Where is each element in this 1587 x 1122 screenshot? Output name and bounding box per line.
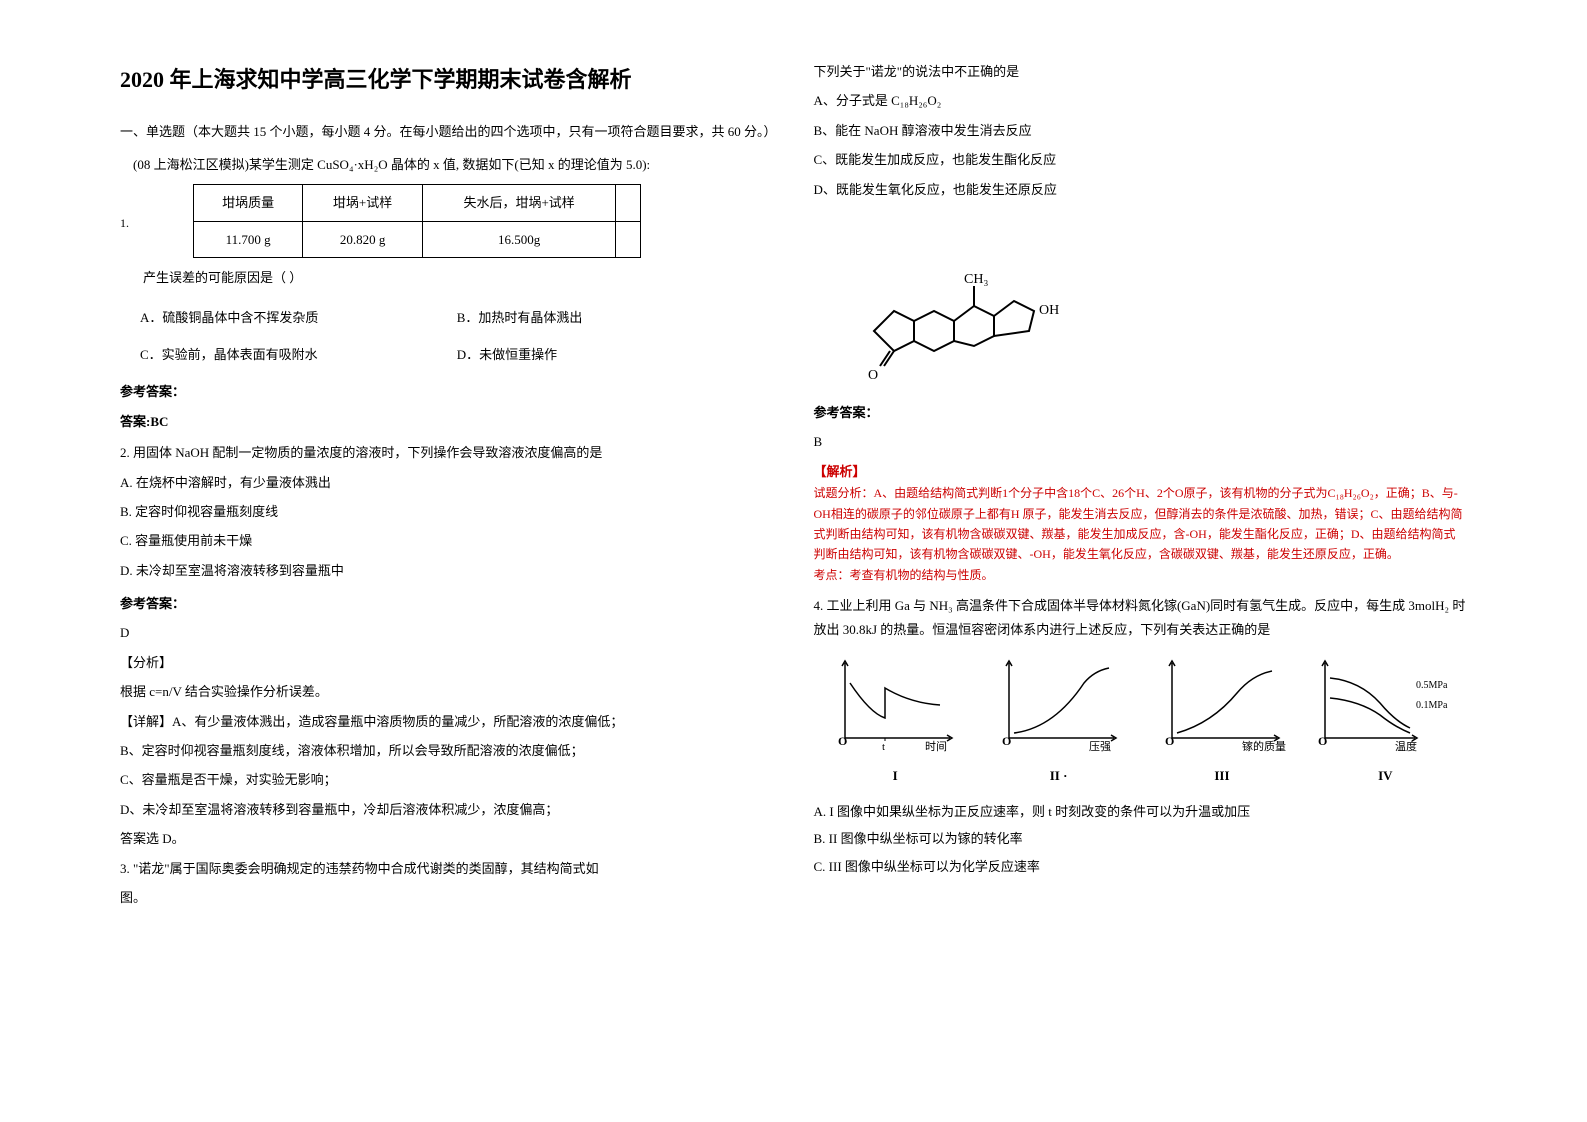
q3r-optC: C、既能发生加成反应，也能发生酯化反应 [814, 148, 1468, 171]
q1-options: A．硫酸铜晶体中含不挥发杂质 B．加热时有晶体溅出 C．实验前，晶体表面有吸附水… [140, 306, 774, 367]
q3r-optA: A、分子式是 C₁₈H₂₆O₂ [814, 89, 1468, 112]
chart-4: 0.5MPa 0.1MPa O 温度 [1310, 653, 1460, 753]
q2-optC: C. 容量瓶使用前未干燥 [120, 529, 774, 552]
chart4-xlabel: 温度 [1395, 739, 1417, 753]
td-blank [616, 221, 641, 257]
th2: 坩埚+试样 [303, 185, 423, 221]
q1-table: 坩埚质量 坩埚+试样 失水后，坩埚+试样 11.700 g 20.820 g 1… [193, 184, 641, 258]
q1-answer-label: 参考答案： [120, 380, 774, 403]
th-blank [616, 185, 641, 221]
q3r-analysis-header: 【解析】 [814, 460, 1468, 483]
q2-analysis-label: 【分析】 [120, 651, 774, 674]
q2-detail: 【详解】A、有少量液体溅出，造成容量瓶中溶质物质的量减少，所配溶液的浓度偏低； [120, 710, 774, 733]
q4-optC: C. III 图像中纵坐标可以为化学反应速率 [814, 855, 1468, 878]
q2-optD: D. 未冷却至室温将溶液转移到容量瓶中 [120, 559, 774, 582]
td3: 16.500g [422, 221, 615, 257]
q4-options: A. I 图像中如果纵坐标为正反应速率，则 t 时刻改变的条件可以为升温或加压 … [814, 800, 1468, 878]
th1: 坩埚质量 [194, 185, 303, 221]
q3r-optD: D、既能发生氧化反应，也能发生还原反应 [814, 178, 1468, 201]
svg-text:O: O [1318, 734, 1327, 748]
q1-optB: B．加热时有晶体溅出 [457, 306, 774, 329]
q1-optA: A．硫酸铜晶体中含不挥发杂质 [140, 306, 457, 329]
q3r-answer: B [814, 430, 1468, 453]
chart1-label: I [814, 764, 977, 787]
q1-number: 1. [120, 213, 129, 235]
q2-optA: A. 在烧杯中溶解时，有少量液体溅出 [120, 471, 774, 494]
svg-text:O: O [1002, 734, 1011, 748]
chart4-p1: 0.5MPa [1416, 680, 1448, 691]
svg-text:O: O [1165, 734, 1174, 748]
chart3-label: III [1140, 764, 1303, 787]
q2-detailD: D、未冷却至室温将溶液转移到容量瓶中，冷却后溶液体积减少，浓度偏高； [120, 798, 774, 821]
q3-stem1: 3. "诺龙"属于国际奥委会明确规定的违禁药物中合成代谢类的类固醇，其结构简式如 [120, 857, 774, 880]
q2-stem: 2. 用固体 NaOH 配制一定物质的量浓度的溶液时，下列操作会导致溶液浓度偏高… [120, 441, 774, 464]
td2: 20.820 g [303, 221, 423, 257]
q1-answer: 答案:BC [120, 410, 774, 433]
q2-detail-label: 【详解】 [120, 714, 172, 729]
q2-conclusion: 答案选 D。 [120, 827, 774, 850]
chart1-xlabel: 时间 [925, 740, 947, 753]
chart2-label: II · [977, 764, 1140, 787]
chart4-label: IV [1304, 764, 1467, 787]
q1-optC: C．实验前，晶体表面有吸附水 [140, 343, 457, 366]
q1-optD: D．未做恒重操作 [457, 343, 774, 366]
q4-stem: 4. 工业上利用 Ga 与 NH₃ 高温条件下合成固体半导体材料氮化镓(GaN)… [814, 594, 1468, 641]
chart3-xlabel: 镓的质量 [1242, 739, 1286, 753]
q2-optB: B. 定容时仰视容量瓶刻度线 [120, 500, 774, 523]
q3r-kaodian: 考点：考查有机物的结构与性质。 [814, 565, 1468, 587]
q3r-optB: B、能在 NaOH 醇溶液中发生消去反应 [814, 119, 1468, 142]
chart1-t: t [882, 741, 885, 753]
q3-stem2: 图。 [120, 886, 774, 909]
page-title: 2020 年上海求知中学高三化学下学期期末试卷含解析 [120, 60, 774, 100]
q3r-answer-label: 参考答案： [814, 401, 1468, 424]
q2-detailA: A、有少量液体溅出，造成容量瓶中溶质物质的量减少，所配溶液的浓度偏低； [172, 714, 623, 729]
ch3-label: CH₃ [964, 272, 988, 287]
chart2-xlabel: 压强 [1089, 740, 1111, 753]
svg-text:O: O [838, 734, 847, 748]
q1-intro: (08 上海松江区模拟)某学生测定 CuSO₄·xH₂O 晶体的 x 值, 数据… [133, 153, 774, 176]
q4-optB: B. II 图像中纵坐标可以为镓的转化率 [814, 827, 1468, 850]
chart-2: O 压强 [994, 653, 1124, 753]
q2-detailC: C、容量瓶是否干燥，对实验无影响； [120, 768, 774, 791]
th3: 失水后，坩埚+试样 [422, 185, 615, 221]
chart-1: O t 时间 [830, 653, 960, 753]
q2-detailB: B、定容时仰视容量瓶刻度线，溶液体积增加，所以会导致所配溶液的浓度偏低； [120, 739, 774, 762]
o-label: O [868, 368, 878, 383]
section-header: 一、单选题（本大题共 15 个小题，每小题 4 分。在每小题给出的四个选项中，只… [120, 120, 774, 143]
steroid-structure: CH₃ OH O [854, 211, 1094, 391]
q2-answer-label: 参考答案： [120, 592, 774, 615]
oh-label: OH [1039, 303, 1059, 318]
q4-charts: O t 时间 I O 压强 II · [814, 653, 1468, 788]
q4-optA: A. I 图像中如果纵坐标为正反应速率，则 t 时刻改变的条件可以为升温或加压 [814, 800, 1468, 823]
chart-3: O 镓的质量 [1157, 653, 1287, 753]
q3r-stem: 下列关于"诺龙"的说法中不正确的是 [814, 60, 1468, 83]
chart4-p2: 0.1MPa [1416, 700, 1448, 711]
q2-answer: D [120, 621, 774, 644]
q3r-analysis-text: 试题分析：A、由题给结构简式判断1个分子中含18个C、26个H、2个O原子，该有… [814, 483, 1468, 565]
td1: 11.700 g [194, 221, 303, 257]
q1-stem: 产生误差的可能原因是（ ） [143, 266, 774, 289]
q2-analysis1: 根据 c=n/V 结合实验操作分析误差。 [120, 680, 774, 703]
